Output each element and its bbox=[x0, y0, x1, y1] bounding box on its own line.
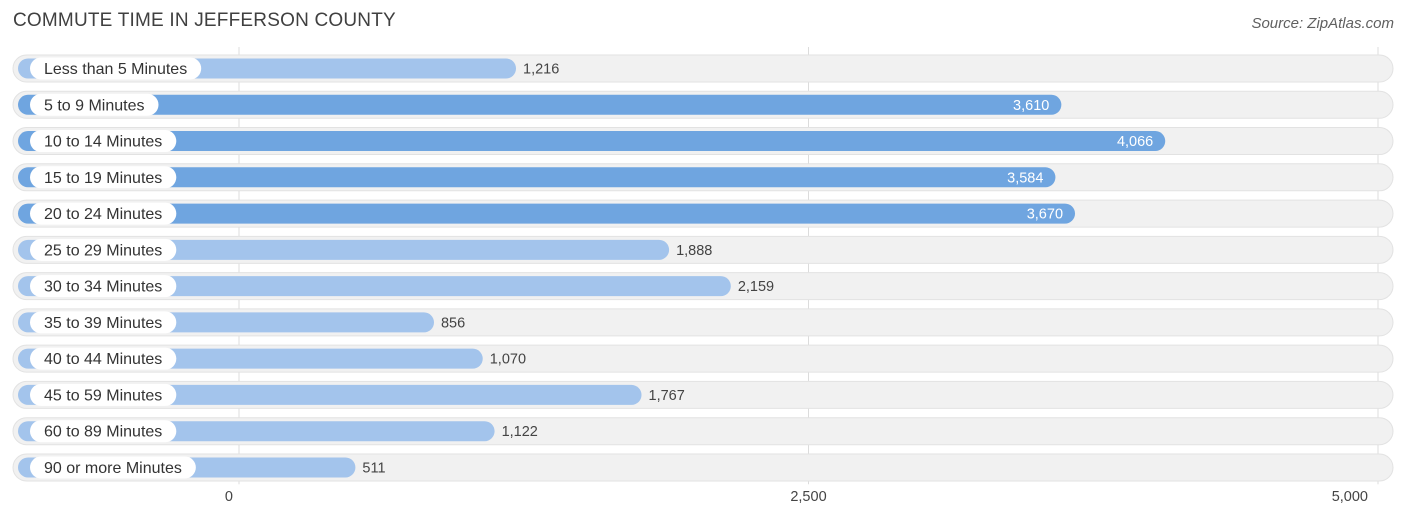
category-label: 15 to 19 Minutes bbox=[44, 170, 162, 187]
category-label-pill bbox=[30, 347, 177, 370]
value-label: 1,122 bbox=[502, 424, 538, 440]
x-tick-label: 2,500 bbox=[790, 489, 826, 505]
value-label: 3,670 bbox=[1027, 207, 1063, 223]
x-tick-label: 5,000 bbox=[1332, 489, 1368, 505]
category-label: Less than 5 Minutes bbox=[44, 61, 187, 78]
bar bbox=[18, 167, 1056, 188]
category-label: 5 to 9 Minutes bbox=[44, 97, 145, 114]
source-credit: Source: ZipAtlas.com bbox=[1251, 15, 1394, 32]
category-label-pill bbox=[30, 57, 202, 80]
category-label-pill bbox=[30, 93, 159, 116]
chart-title: COMMUTE TIME IN JEFFERSON COUNTY bbox=[13, 10, 396, 31]
value-label: 1,888 bbox=[676, 243, 712, 259]
bar bbox=[18, 276, 731, 297]
category-label-pill bbox=[30, 166, 177, 189]
bar bbox=[18, 239, 670, 260]
x-tick-label: 0 bbox=[225, 489, 233, 505]
category-label: 60 to 89 Minutes bbox=[44, 424, 162, 441]
value-label: 3,610 bbox=[1013, 98, 1049, 114]
category-label-pill bbox=[30, 420, 177, 443]
category-label-pill bbox=[30, 311, 177, 334]
value-label: 1,767 bbox=[649, 388, 685, 404]
category-label-pill bbox=[30, 202, 177, 225]
value-label: 1,216 bbox=[523, 62, 559, 78]
category-label: 35 to 39 Minutes bbox=[44, 315, 162, 332]
category-label: 40 to 44 Minutes bbox=[44, 351, 162, 368]
bar bbox=[18, 203, 1076, 224]
category-label: 10 to 14 Minutes bbox=[44, 134, 162, 151]
bar bbox=[18, 94, 1062, 115]
value-label: 3,584 bbox=[1007, 170, 1043, 186]
bar-track bbox=[12, 453, 1394, 482]
value-label: 511 bbox=[362, 460, 385, 476]
value-label: 4,066 bbox=[1117, 134, 1153, 150]
category-label: 90 or more Minutes bbox=[44, 460, 182, 477]
category-label: 25 to 29 Minutes bbox=[44, 242, 162, 259]
category-label-pill bbox=[30, 383, 177, 406]
category-label: 30 to 34 Minutes bbox=[44, 279, 162, 296]
category-label-pill bbox=[30, 456, 196, 479]
category-label-pill bbox=[30, 238, 177, 261]
value-label: 2,159 bbox=[738, 279, 774, 295]
bar bbox=[18, 131, 1166, 152]
value-label: 1,070 bbox=[490, 352, 526, 368]
category-label: 20 to 24 Minutes bbox=[44, 206, 162, 223]
category-label-pill bbox=[30, 130, 177, 153]
category-label-pill bbox=[30, 275, 177, 298]
value-label: 856 bbox=[441, 315, 465, 331]
category-label: 45 to 59 Minutes bbox=[44, 387, 162, 404]
